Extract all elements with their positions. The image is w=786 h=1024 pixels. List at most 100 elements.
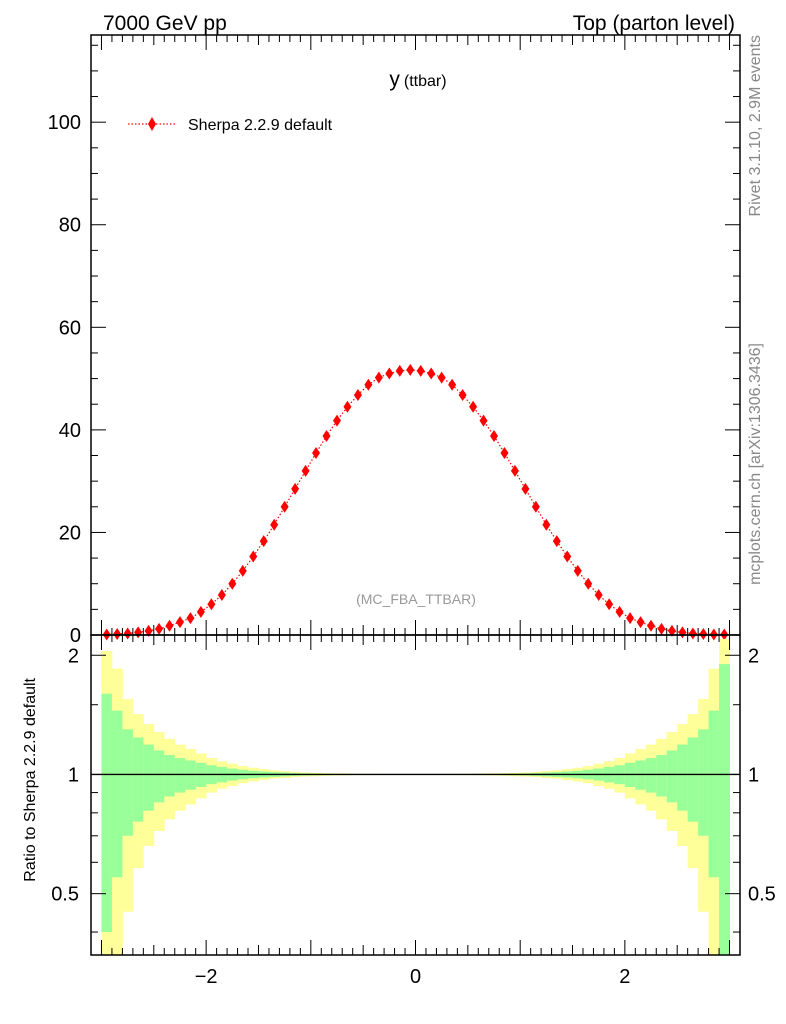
inner-band-bin (132, 737, 144, 822)
data-point (542, 518, 551, 531)
inner-band-bin (153, 750, 165, 803)
ratio-panel: 0.5 0.5 1 1 2 2 −2 0 2 Ratio to Sherpa 2.2.9 def… (22, 634, 776, 988)
ratio-y-tick-label-right: 1 (748, 764, 759, 786)
ratio-y-tick-label-right: 0.5 (748, 884, 776, 906)
ratio-bands (101, 638, 730, 955)
data-point (636, 616, 645, 629)
data-point (238, 564, 247, 577)
inner-band-bin (174, 758, 186, 793)
data-point (186, 612, 195, 625)
main-title-sub: (ttbar) (404, 73, 447, 90)
ratio-y-tick-label: 0.5 (51, 884, 79, 906)
y-tick-label: 40 (59, 420, 81, 442)
data-point (249, 550, 258, 563)
data-point (626, 612, 635, 625)
ratio-ticks: 0.5 0.5 1 1 2 2 −2 0 2 (51, 635, 776, 988)
data-point (647, 619, 656, 632)
ratio-y-label: Ratio to Sherpa 2.2.9 default (22, 677, 39, 881)
data-point (427, 367, 436, 380)
data-point (165, 619, 174, 632)
data-point (353, 389, 362, 401)
legend-label: Sherpa 2.2.9 default (188, 117, 333, 134)
data-point (416, 364, 425, 377)
inner-band-bin (122, 729, 134, 836)
inner-band-bin (677, 744, 689, 811)
data-point (228, 577, 237, 590)
y-tick-label: 100 (48, 112, 81, 134)
data-point (207, 598, 216, 611)
legend: Sherpa 2.2.9 default (128, 117, 333, 134)
main-series-group (102, 363, 729, 641)
legend-marker (148, 117, 156, 131)
data-point (322, 430, 331, 443)
y-tick-label: 20 (59, 522, 81, 544)
data-point (469, 400, 478, 413)
inner-band-bin (698, 729, 709, 836)
data-point (688, 627, 697, 640)
data-point (155, 622, 164, 635)
ratio-y-tick-label: 1 (68, 764, 79, 786)
data-point (374, 371, 383, 384)
data-point (458, 389, 467, 401)
data-point (678, 626, 687, 639)
data-point (123, 627, 132, 640)
inner-band-bin (666, 750, 678, 803)
y-tick-label: 0 (70, 625, 81, 647)
x-tick-label: 2 (619, 966, 630, 988)
data-point (531, 500, 540, 513)
data-point (406, 363, 415, 376)
data-point (217, 589, 226, 601)
inner-band-bin (645, 758, 657, 793)
data-point (113, 627, 122, 640)
ratio-y-tick-label: 2 (68, 645, 79, 667)
header-right: Top (parton level) (573, 12, 735, 35)
data-point (490, 430, 499, 443)
data-point (196, 605, 205, 618)
data-point (510, 464, 519, 477)
data-point (479, 414, 488, 427)
data-point (594, 589, 603, 601)
data-point (385, 367, 394, 380)
data-point (364, 378, 373, 391)
data-point (301, 464, 310, 477)
inner-band-bin (708, 710, 720, 878)
data-point (134, 626, 143, 639)
data-point (563, 550, 572, 563)
mcplots-label: mcplots.cern.ch [arXiv:1306.3436] (747, 343, 764, 585)
data-point (259, 535, 268, 548)
data-point (291, 482, 300, 495)
data-point (332, 414, 341, 427)
header-left: 7000 GeV pp (103, 12, 227, 35)
data-point (448, 378, 457, 391)
watermark: (MC_FBA_TTBAR) (356, 591, 476, 607)
data-point (500, 446, 509, 459)
data-point (437, 371, 446, 384)
inner-band-bin (111, 710, 123, 878)
data-point (699, 627, 708, 640)
ratio-y-tick-label-right: 2 (748, 645, 759, 667)
inner-band-bin (719, 664, 730, 955)
data-point (395, 364, 404, 377)
data-point (552, 535, 561, 548)
main-panel: 0 20 40 60 80 100 y (ttbar) (MC_FBA_TTBAR) She… (48, 34, 741, 647)
data-point (615, 605, 624, 618)
inner-band-bin (143, 744, 155, 811)
data-point (584, 577, 593, 590)
data-point (605, 598, 614, 611)
data-point (175, 616, 184, 629)
x-tick-label: 0 (410, 966, 421, 988)
data-point (573, 564, 582, 577)
data-point (312, 446, 321, 459)
data-point (343, 400, 352, 413)
data-point (280, 500, 289, 513)
data-point (667, 624, 676, 637)
inner-band-bin (656, 754, 668, 797)
data-point (270, 518, 279, 531)
data-point (657, 622, 666, 635)
inner-band-bin (101, 693, 113, 933)
x-tick-label: −2 (195, 966, 218, 988)
main-title: y (ttbar) (389, 68, 446, 91)
data-point (521, 482, 530, 495)
rivet-label: Rivet 3.1.10, 2.9M events (747, 35, 764, 216)
